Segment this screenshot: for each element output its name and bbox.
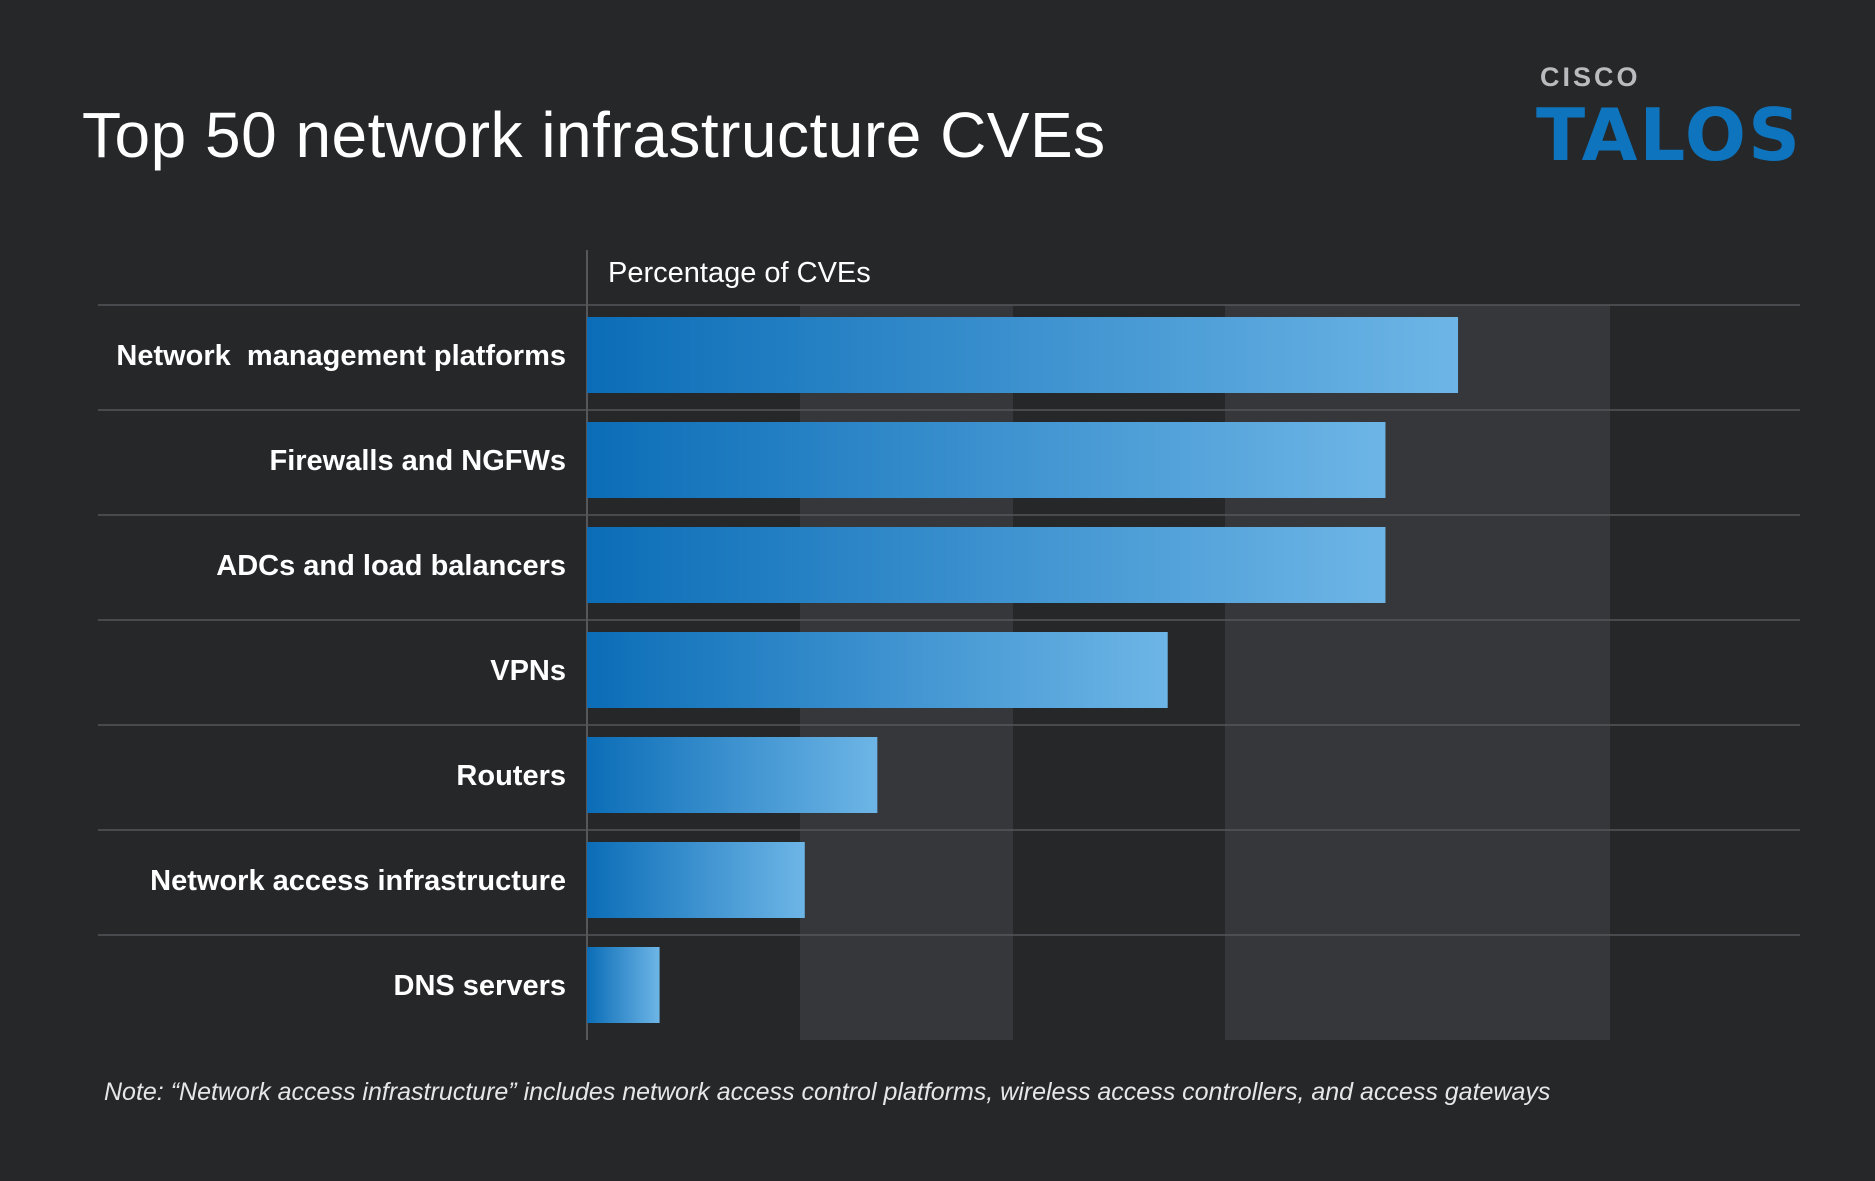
bar-4 [587, 632, 1168, 708]
logo-talos-text: TALOS [1536, 100, 1802, 168]
logo-talos-mark: TALOS [1536, 100, 1802, 168]
cisco-talos-logo: CISCO TALOS [1536, 62, 1806, 172]
category-label-6: Network access infrastructure [150, 865, 566, 897]
category-label-5: Routers [456, 760, 566, 792]
bar-3 [587, 527, 1386, 603]
logo-cisco-text: CISCO [1540, 62, 1641, 92]
bar-2 [587, 422, 1386, 498]
bars [587, 317, 1459, 1023]
bar-7 [587, 947, 660, 1023]
category-label-4: VPNs [490, 655, 566, 687]
grid-band-3 [1397, 305, 1610, 1040]
category-label-3: ADCs and load balancers [216, 550, 566, 582]
x-axis-label: Percentage of CVEs [608, 257, 871, 289]
bar-5 [587, 737, 878, 813]
page-title: Top 50 network infrastructure CVEs [82, 99, 1106, 171]
footnote: Note: “Network access infrastructure” in… [104, 1078, 1551, 1106]
bar-6 [587, 842, 805, 918]
bar-1 [587, 317, 1459, 393]
row-dividers [98, 304, 1800, 936]
category-label-1: Network management platforms [116, 340, 566, 372]
category-labels: Network management platforms Firewalls an… [116, 340, 566, 1002]
category-label-7: DNS servers [394, 970, 567, 1002]
category-label-2: Firewalls and NGFWs [270, 445, 567, 477]
